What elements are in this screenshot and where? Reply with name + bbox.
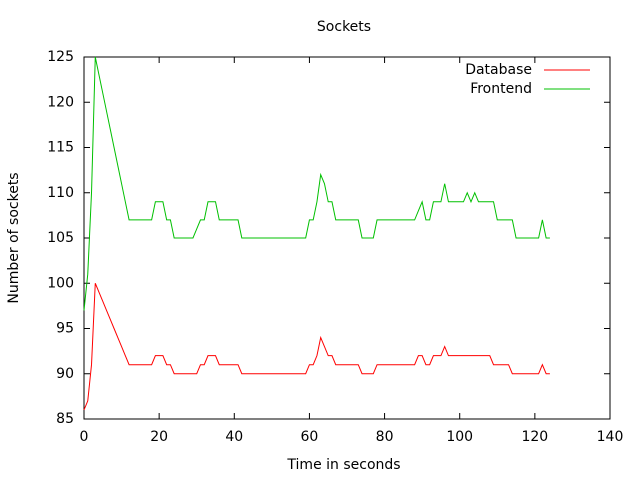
y-tick-label: 125	[47, 49, 74, 65]
y-tick-label: 85	[56, 411, 74, 427]
x-tick-label: 60	[301, 429, 319, 445]
y-tick-label: 120	[47, 94, 74, 110]
x-tick-label: 20	[150, 429, 168, 445]
series-line	[83, 283, 550, 411]
series-line	[83, 56, 550, 311]
x-tick-label: 120	[521, 429, 548, 445]
y-tick-label: 95	[56, 321, 74, 337]
y-tick-label: 90	[56, 366, 74, 382]
y-tick-label: 115	[47, 140, 74, 156]
y-tick-label: 100	[47, 275, 74, 291]
chart-title: Sockets	[317, 19, 371, 35]
legend-label: Frontend	[470, 81, 532, 97]
x-tick-label: 40	[225, 429, 243, 445]
y-tick-label: 105	[47, 230, 74, 246]
x-tick-label: 140	[597, 429, 624, 445]
y-tick-label: 110	[47, 185, 74, 201]
y-axis-label: Number of sockets	[6, 172, 22, 303]
x-tick-label: 80	[376, 429, 394, 445]
x-tick-label: 0	[80, 429, 89, 445]
x-tick-label: 100	[446, 429, 473, 445]
legend-label: Database	[465, 62, 532, 78]
x-axis-label: Time in seconds	[286, 457, 400, 473]
